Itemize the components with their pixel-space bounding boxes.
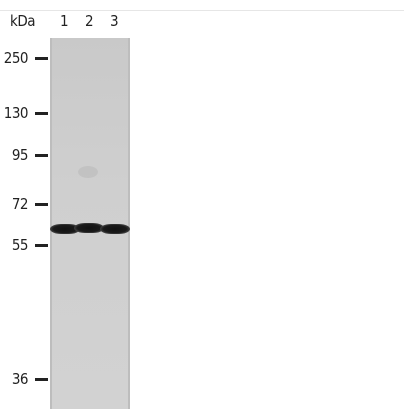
- marker-tick: [35, 112, 48, 115]
- marker-72: 72: [0, 195, 48, 213]
- marker-label: 130: [3, 104, 29, 122]
- marker-130: 130: [0, 104, 48, 122]
- unit-label: kDa: [10, 12, 35, 30]
- marker-label: 55: [11, 236, 29, 254]
- marker-label: 72: [11, 195, 29, 213]
- marker-95: 95: [0, 146, 48, 164]
- marker-label: 250: [3, 49, 29, 67]
- lane-label-3: 3: [109, 12, 119, 30]
- lane-label-2: 2: [84, 12, 94, 30]
- membrane-right-edge: [128, 38, 130, 409]
- top-rule: [0, 10, 404, 11]
- marker-250: 250: [0, 49, 48, 67]
- membrane-left-edge: [50, 38, 52, 409]
- marker-tick: [35, 378, 48, 381]
- marker-label: 95: [11, 146, 29, 164]
- lane-label-1: 1: [59, 12, 69, 30]
- marker-label: 36: [11, 370, 29, 388]
- marker-36: 36: [0, 370, 48, 388]
- band-lane-1: [50, 224, 80, 234]
- marker-tick: [35, 57, 48, 60]
- marker-tick: [35, 244, 48, 247]
- marker-tick: [35, 154, 48, 157]
- marker-tick: [35, 203, 48, 206]
- blot-membrane: [50, 38, 130, 409]
- faint-smear: [78, 166, 98, 178]
- band-lane-3: [100, 224, 130, 234]
- marker-55: 55: [0, 236, 48, 254]
- band-lane-2: [74, 223, 104, 233]
